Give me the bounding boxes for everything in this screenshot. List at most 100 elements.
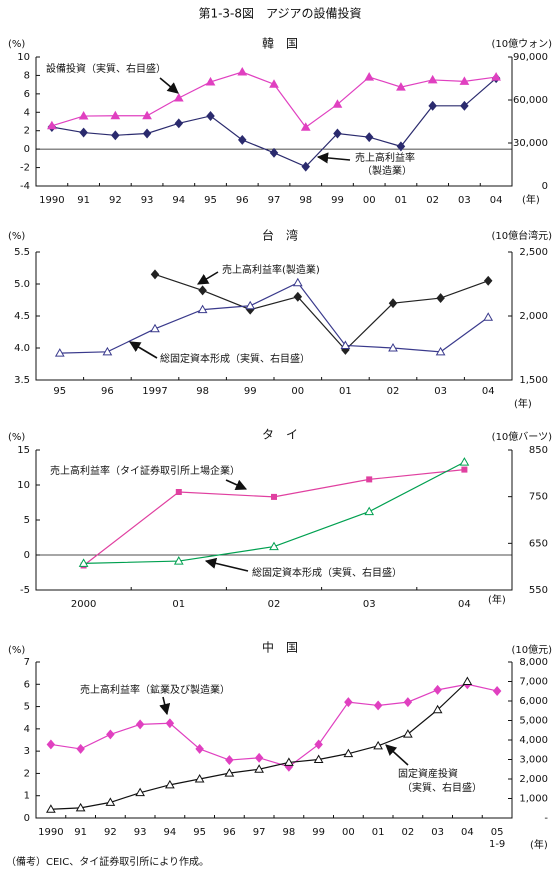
marker: [174, 118, 184, 129]
marker: [150, 323, 160, 333]
marker: [492, 686, 502, 696]
y-tick-label: 5.5: [14, 247, 30, 258]
annotation: 固定資産投資: [398, 767, 458, 780]
x-tick-label: 02: [387, 386, 400, 397]
chart-title: 台 湾: [262, 228, 298, 243]
marker: [238, 134, 247, 145]
x-tick-label: 94: [164, 827, 177, 838]
x-tick-label: 96: [223, 827, 236, 838]
marker: [150, 269, 160, 280]
series-line: [59, 281, 489, 354]
y2-tick-label: 5,000: [519, 716, 548, 727]
marker: [293, 291, 303, 302]
marker: [237, 67, 248, 76]
arrow: [316, 152, 351, 164]
marker: [373, 700, 383, 711]
marker: [198, 285, 207, 296]
marker: [396, 82, 406, 91]
y2-unit: (10億ウォン): [491, 37, 552, 50]
y2-unit: (10億バーツ): [492, 430, 552, 443]
marker: [364, 132, 374, 143]
y2-tick-label: 1,500: [519, 375, 548, 386]
marker: [433, 684, 442, 695]
marker: [292, 277, 303, 287]
x-tick-label: 99: [312, 827, 325, 838]
marker: [388, 342, 398, 352]
y-unit: (%): [8, 432, 25, 443]
x-tick-label: 91: [77, 195, 90, 206]
annotation: 総固定資本形成（実質、右目盛）: [252, 566, 402, 579]
marker: [427, 74, 438, 84]
x-tick-label: 99: [331, 195, 344, 206]
x-tick-label: 01: [372, 827, 385, 838]
x-tick-label: 02: [426, 195, 439, 206]
y-tick-label: 8: [24, 70, 30, 81]
y2-tick-label: -: [544, 813, 548, 824]
y-tick-label: 2: [24, 768, 30, 779]
y2-tick-label: 2,500: [519, 247, 548, 258]
x-tick-label: 04: [490, 195, 503, 206]
x-tick-label: 96: [101, 386, 114, 397]
marker: [332, 99, 343, 108]
y2-tick-label: 30,000: [513, 138, 548, 149]
note: （備考）CEIC、タイ証券取引所により作成。: [6, 855, 209, 868]
x-tick-label: 04: [461, 827, 474, 838]
x-tick-label: 02: [268, 599, 281, 610]
marker: [364, 506, 375, 516]
x-tick-label: 00: [342, 827, 355, 838]
x-tick-label: 98: [196, 386, 209, 397]
marker: [459, 457, 470, 466]
marker: [75, 802, 86, 812]
y-tick-label: 4.5: [14, 311, 30, 322]
frame: [35, 57, 513, 187]
arrow: [225, 479, 248, 490]
marker: [47, 120, 57, 130]
x-tick-label: 97: [253, 827, 266, 838]
marker: [142, 110, 152, 120]
y2-tick-label: 60,000: [513, 95, 548, 106]
marker: [269, 147, 279, 158]
marker: [197, 304, 208, 314]
marker: [461, 466, 468, 473]
x-tick-label: 00: [363, 195, 376, 206]
y-tick-label: 6: [24, 679, 30, 690]
x-tick-label: 03: [431, 827, 444, 838]
marker: [344, 697, 353, 708]
x-tick-label: 03: [458, 195, 471, 206]
marker: [245, 300, 256, 310]
series-line: [154, 273, 489, 351]
arrow: [159, 696, 171, 716]
x-tick-label: 98: [283, 827, 296, 838]
marker: [403, 729, 413, 738]
x-unit: (年): [488, 593, 506, 606]
y-tick-label: 1: [24, 791, 30, 802]
marker: [135, 787, 145, 797]
y-tick-label: 0: [24, 550, 30, 561]
y-unit: (%): [8, 39, 25, 50]
marker: [483, 312, 494, 321]
y2-tick-label: 90,000: [513, 52, 548, 63]
y2-tick-label: 2,000: [519, 774, 548, 785]
x-subnote: 1-9: [489, 839, 505, 850]
x-tick-label: 93: [134, 827, 147, 838]
marker: [165, 779, 175, 789]
marker: [373, 740, 383, 750]
x-unit: (年): [514, 397, 532, 410]
y-tick-label: 5: [24, 515, 30, 526]
annotation: 売上高利益率（タイ証券取引所上場企業）: [50, 464, 240, 477]
marker: [225, 755, 234, 766]
y-tick-label: 0: [24, 813, 30, 824]
annotation: 売上高利益率(製造業): [222, 263, 320, 276]
y-tick-label: 2: [24, 126, 30, 137]
x-tick-label: 04: [482, 386, 495, 397]
y-unit: (%): [8, 231, 25, 242]
x-tick-label: 94: [172, 195, 185, 206]
x-tick-label: 99: [244, 386, 257, 397]
y-unit: (%): [8, 645, 25, 656]
marker: [284, 757, 294, 766]
chart-title: タ イ: [262, 428, 298, 442]
marker: [173, 556, 184, 565]
annotation: （製造業）: [362, 164, 412, 177]
x-tick-label: 97: [268, 195, 281, 206]
annotation: 設備投資（実質、右目盛）: [46, 62, 166, 75]
